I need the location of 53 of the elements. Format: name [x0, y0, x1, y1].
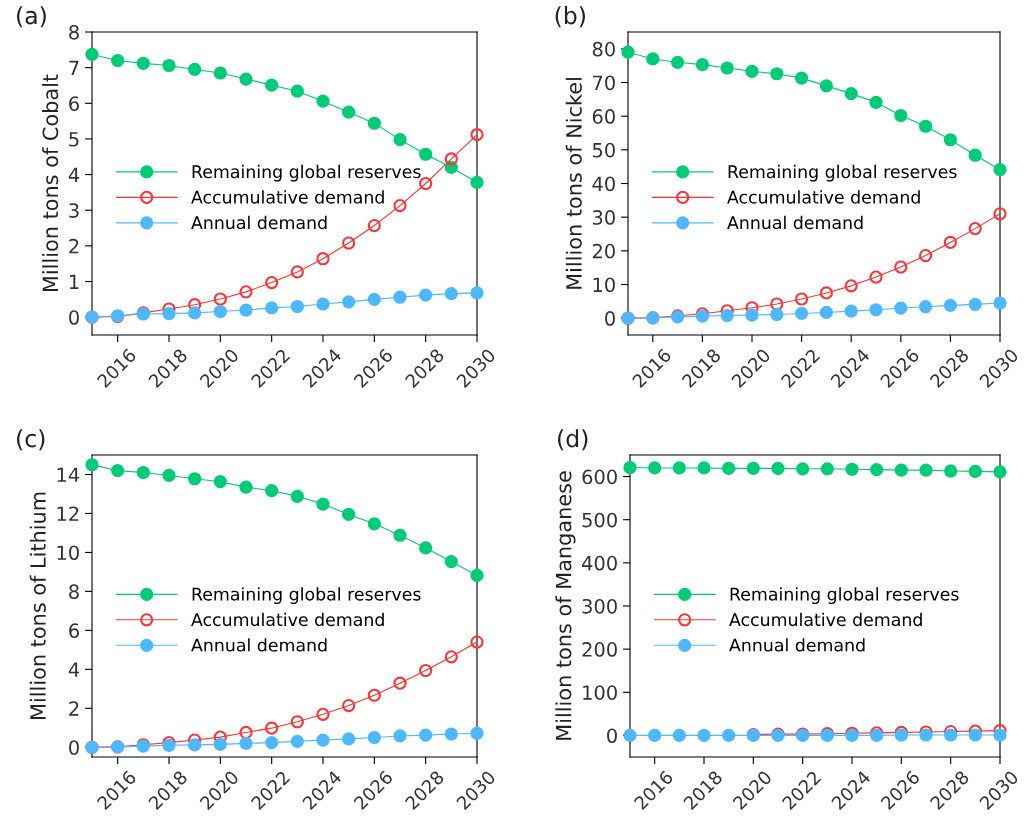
y-tick-label: 200	[582, 642, 617, 657]
y-tick-label: 0	[69, 740, 79, 755]
y-axis-title: Million tons of Lithium	[29, 492, 46, 719]
y-tick-label: 0	[605, 311, 615, 326]
y-tick-label: 30	[592, 210, 615, 225]
y-axis-title: Million tons of Nickel	[565, 78, 582, 289]
legend-label: Annual demand	[191, 638, 327, 652]
y-tick-label: 20	[592, 243, 615, 259]
legend-label: Annual demand	[727, 215, 863, 230]
y-tick-label: 4	[68, 167, 80, 182]
y-tick-label: 80	[592, 41, 615, 57]
chart-title: (c)	[17, 429, 45, 451]
legend-label: Accumulative demand	[729, 612, 922, 627]
y-tick-label: 14	[57, 467, 80, 482]
y-tick-label: 0	[69, 310, 79, 325]
chart-title: (b)	[555, 6, 585, 28]
legend-label: Remaining global reserves	[728, 164, 957, 182]
y-tick-label: 300	[582, 598, 617, 614]
y-tick-label: 100	[583, 685, 617, 700]
chart-title: (d)	[558, 429, 588, 451]
y-tick-label: 1	[69, 274, 79, 289]
legend-label: Remaining global reserves	[192, 164, 421, 182]
y-tick-label: 6	[69, 96, 79, 111]
y-tick-label: 5	[69, 132, 79, 147]
y-tick-label: 400	[582, 555, 617, 571]
y-tick-label: 6	[69, 623, 79, 639]
y-tick-label: 8	[69, 584, 79, 600]
y-axis-title: Million tons of Cobalt	[42, 74, 59, 292]
y-tick-label: 2	[69, 238, 79, 254]
y-tick-label: 12	[57, 506, 79, 521]
y-tick-label: 60	[592, 109, 615, 124]
y-axis-title: Million tons of Manganese	[555, 471, 576, 740]
y-tick-label: 2	[69, 701, 79, 716]
legend-label: Remaining global reserves	[192, 587, 421, 605]
legend-label: Remaining global reserves	[730, 587, 959, 605]
legend-label: Accumulative demand	[191, 190, 384, 204]
y-tick-label: 600	[582, 469, 617, 485]
y-tick-label: 0	[607, 728, 617, 744]
legend-label: Accumulative demand	[727, 190, 920, 204]
y-tick-label: 50	[592, 142, 615, 158]
y-tick-label: 10	[593, 277, 615, 293]
y-tick-label: 70	[593, 75, 615, 91]
legend-label: Accumulative demand	[191, 612, 384, 627]
y-tick-label: 40	[592, 176, 615, 192]
y-tick-label: 8	[69, 24, 79, 40]
y-tick-label: 4	[68, 662, 80, 677]
y-tick-label: 10	[57, 545, 79, 561]
y-tick-label: 500	[582, 512, 617, 528]
y-tick-label: 7	[69, 60, 79, 76]
y-tick-label: 3	[69, 203, 79, 218]
legend-label: Annual demand	[729, 638, 865, 652]
legend-label: Annual demand	[191, 215, 327, 230]
chart-title: (a)	[17, 6, 46, 28]
